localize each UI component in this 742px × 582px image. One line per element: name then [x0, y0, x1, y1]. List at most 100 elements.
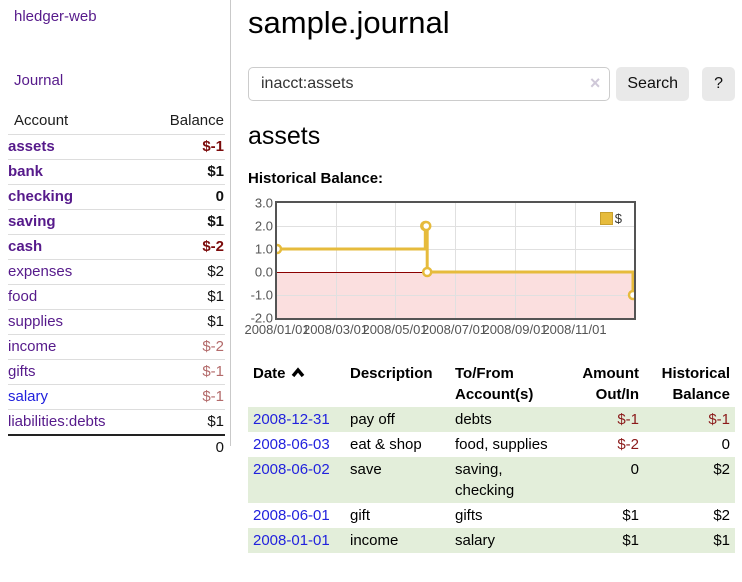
- transaction-description: gift: [350, 507, 371, 524]
- accounts-total-value: 0: [141, 434, 225, 460]
- account-row: expenses $2: [8, 259, 225, 285]
- y-axis-tick-label: -2.0: [250, 310, 273, 326]
- sidebar-item-journal[interactable]: Journal: [14, 72, 64, 89]
- gridline: [277, 226, 634, 227]
- account-row: salary $-1: [8, 384, 225, 410]
- search-input[interactable]: [248, 67, 611, 101]
- account-link-liabilities-debts[interactable]: liabilities:debts: [8, 413, 106, 430]
- accounts-header-balance: Balance: [169, 112, 224, 129]
- app-brand-link[interactable]: hledger-web: [14, 8, 97, 25]
- register-row: 2008-06-03 eat & shop food, supplies $-2 0: [248, 432, 735, 457]
- page-title: sample.journal: [248, 5, 450, 40]
- register-table: Date Description To/From Account(s) Amou…: [248, 361, 735, 553]
- transaction-date-link[interactable]: 2008-06-03: [253, 436, 330, 453]
- chart-title: Historical Balance:: [248, 170, 384, 187]
- legend-label: $: [614, 211, 622, 226]
- gridline: [575, 203, 576, 318]
- account-balance: $-1: [141, 384, 225, 410]
- transaction-accounts: salary: [455, 532, 496, 549]
- transaction-date-link[interactable]: 2008-06-01: [253, 507, 330, 524]
- transaction-accounts: food, supplies: [455, 436, 548, 453]
- gridline: [277, 249, 634, 250]
- register-header-date[interactable]: Date: [248, 361, 345, 407]
- y-axis-tick-label: -1.0: [250, 287, 273, 303]
- transaction-amount: 0: [630, 461, 639, 478]
- chart-plot-area: $: [275, 201, 636, 320]
- y-axis-tick-label: 2.0: [254, 218, 273, 234]
- x-axis-tick-label: 2008/09/01: [482, 322, 548, 337]
- account-row: bank $1: [8, 159, 225, 185]
- account-balance: $1: [141, 209, 225, 235]
- register-row: 2008-06-02 save saving, checking 0 $2: [248, 457, 735, 503]
- search-button[interactable]: Search: [616, 67, 690, 101]
- y-axis-tick-label: 0.0: [254, 264, 273, 280]
- transaction-balance: 0: [721, 436, 730, 453]
- account-link-income[interactable]: income: [8, 338, 57, 355]
- transaction-date-link[interactable]: 2008-12-31: [253, 411, 330, 428]
- register-header-amount: Amount Out/In: [582, 365, 639, 403]
- transaction-accounts: gifts: [455, 507, 483, 524]
- gridline: [336, 203, 337, 318]
- account-link-assets[interactable]: assets: [8, 138, 55, 155]
- transaction-description: pay off: [350, 411, 395, 428]
- account-balance: 0: [141, 184, 225, 210]
- transaction-description: income: [350, 532, 399, 549]
- gridline: [277, 295, 634, 296]
- search-input-wrap: ×: [248, 67, 611, 101]
- transaction-amount: $1: [622, 532, 639, 549]
- x-axis-tick-label: 2008/01/01: [244, 322, 310, 337]
- y-axis-tick-label: 1.0: [254, 241, 273, 257]
- transaction-balance: $-1: [708, 411, 730, 428]
- account-link-food[interactable]: food: [8, 288, 38, 305]
- gridline: [395, 203, 396, 318]
- main-content: sample.journal × Search ? assets Histori…: [244, 0, 735, 553]
- x-axis-tick-label: 2008/05/01: [362, 322, 428, 337]
- account-link-cash[interactable]: cash: [8, 238, 43, 255]
- account-row: liabilities:debts $1: [8, 409, 225, 435]
- x-axis-tick-label: 2008/03/01: [302, 322, 369, 337]
- accounts-total-row: 0: [8, 434, 225, 460]
- account-balance: $-2: [141, 234, 225, 260]
- account-balance: $-1: [141, 359, 225, 385]
- gridline: [515, 203, 516, 318]
- register-header-balance: Historical Balance: [661, 365, 730, 403]
- account-row: assets $-1: [8, 134, 225, 160]
- transaction-date-link[interactable]: 2008-06-02: [253, 461, 330, 478]
- account-link-salary[interactable]: salary: [8, 388, 49, 405]
- x-axis-tick-label: 2008/11/01: [542, 322, 607, 337]
- account-link-expenses[interactable]: expenses: [8, 263, 73, 280]
- register-row: 2008-12-31 pay off debts $-1 $-1: [248, 407, 735, 432]
- chart-legend: $: [599, 211, 622, 226]
- transaction-accounts: saving, checking: [455, 461, 515, 499]
- account-balance: $1: [141, 309, 225, 335]
- account-balance: $-2: [141, 334, 225, 360]
- account-row: checking 0: [8, 184, 225, 210]
- account-link-bank[interactable]: bank: [8, 163, 44, 180]
- account-link-supplies[interactable]: supplies: [8, 313, 64, 330]
- transaction-balance: $1: [713, 532, 730, 549]
- transaction-date-link[interactable]: 2008-01-01: [253, 532, 330, 549]
- account-heading: assets: [248, 122, 321, 150]
- x-axis-tick-label: 2008/07/01: [421, 322, 488, 337]
- account-row: gifts $-1: [8, 359, 225, 385]
- register-header-accounts: To/From Account(s): [455, 365, 534, 403]
- gridline: [455, 203, 456, 318]
- transaction-balance: $2: [713, 461, 730, 478]
- account-balance: $1: [141, 284, 225, 310]
- search-bar: × Search ?: [248, 67, 735, 101]
- account-link-checking[interactable]: checking: [8, 188, 74, 205]
- register-row: 2008-01-01 income salary $1 $1: [248, 528, 735, 553]
- sort-ascending-icon: [291, 367, 304, 378]
- accounts-table: Account Balance assets $-1 bank $1 checking 0…: [8, 110, 225, 460]
- account-link-gifts[interactable]: gifts: [8, 363, 36, 380]
- account-link-saving[interactable]: saving: [8, 213, 56, 230]
- transaction-amount: $-1: [617, 411, 639, 428]
- balance-series: [277, 220, 634, 301]
- clear-search-icon[interactable]: ×: [589, 73, 601, 93]
- account-balance: $-1: [141, 134, 225, 160]
- transaction-amount: $1: [622, 507, 639, 524]
- legend-swatch: [599, 212, 613, 225]
- help-button[interactable]: ?: [702, 67, 735, 101]
- transaction-amount: $-2: [617, 436, 639, 453]
- register-header-row: Date Description To/From Account(s) Amou…: [248, 361, 735, 407]
